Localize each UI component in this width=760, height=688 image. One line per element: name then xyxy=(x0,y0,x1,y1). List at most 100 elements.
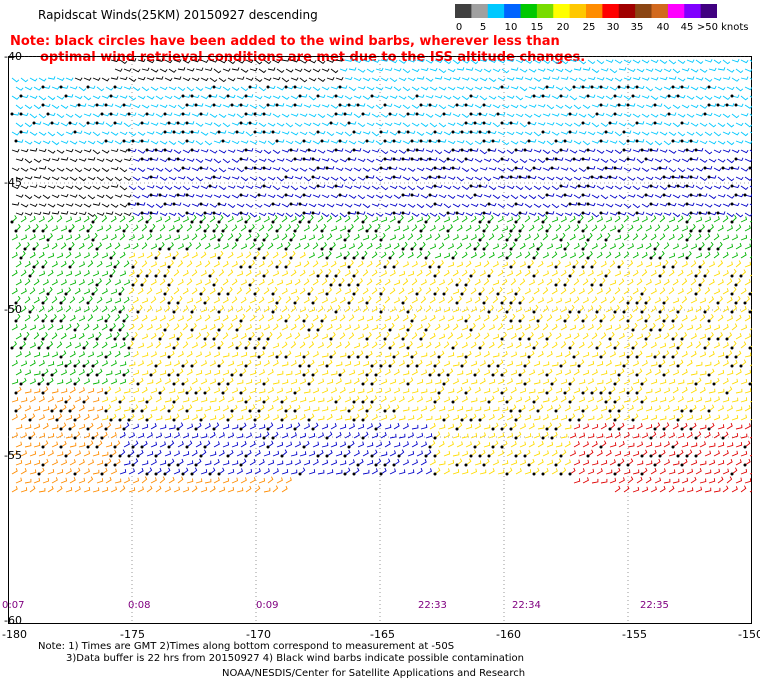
wind-barb xyxy=(609,158,618,164)
wind-barb xyxy=(474,351,482,358)
wind-barb xyxy=(159,460,167,466)
wind-barb xyxy=(533,215,540,223)
wind-barb xyxy=(722,234,730,241)
wind-barb xyxy=(627,157,636,161)
wind-barb xyxy=(470,287,477,295)
wind-barb xyxy=(344,233,350,241)
contamination-circle xyxy=(523,148,527,152)
wind-barb xyxy=(501,460,509,466)
contamination-circle xyxy=(244,454,248,458)
contamination-circle xyxy=(707,175,711,179)
wind-barb xyxy=(731,450,739,457)
wind-barb xyxy=(605,232,611,241)
contamination-circle xyxy=(172,382,176,386)
wind-barb xyxy=(227,216,234,223)
contamination-circle xyxy=(401,211,405,215)
contamination-circle xyxy=(262,382,266,386)
wind-barb xyxy=(42,440,49,448)
wind-barb xyxy=(677,149,686,153)
wind-barb xyxy=(654,442,662,448)
wind-barb xyxy=(74,322,80,331)
wind-barb xyxy=(722,95,731,100)
wind-barb xyxy=(11,379,19,385)
wind-barb xyxy=(231,352,239,358)
wind-barb xyxy=(83,413,90,421)
wind-barb xyxy=(407,167,416,172)
contamination-circle xyxy=(167,445,171,449)
colorbar-swatch xyxy=(700,4,718,18)
wind-barb xyxy=(524,59,533,64)
wind-barb xyxy=(465,242,472,250)
wind-barb xyxy=(155,306,162,313)
contamination-circle xyxy=(487,220,491,224)
contamination-circle xyxy=(536,247,540,251)
wind-barb xyxy=(339,225,347,232)
wind-barb xyxy=(83,77,92,81)
contamination-circle xyxy=(478,184,482,188)
wind-barb xyxy=(699,278,705,286)
contamination-circle xyxy=(68,229,72,233)
wind-barb xyxy=(668,184,677,189)
wind-barb xyxy=(434,59,443,64)
wind-barb xyxy=(744,314,751,322)
wind-barb xyxy=(290,95,299,100)
wind-barb xyxy=(551,306,558,313)
wind-barb xyxy=(749,238,752,241)
wind-barb xyxy=(542,130,551,135)
wind-barb xyxy=(533,166,542,171)
wind-barb xyxy=(740,113,749,117)
wind-barb xyxy=(254,149,263,154)
wind-barb xyxy=(677,233,684,241)
contamination-circle xyxy=(239,265,243,269)
colorbar-swatch xyxy=(504,4,522,18)
wind-barb xyxy=(551,251,558,259)
wind-barb xyxy=(285,296,292,304)
wind-barb xyxy=(366,295,372,304)
wind-barb xyxy=(524,377,531,385)
wind-barb xyxy=(690,193,699,198)
contamination-circle xyxy=(433,400,437,404)
contamination-circle xyxy=(509,301,513,305)
wind-barb xyxy=(159,242,165,250)
wind-barb xyxy=(101,451,109,457)
contamination-circle xyxy=(50,319,54,323)
wind-barb xyxy=(749,185,752,188)
wind-barb xyxy=(20,94,29,99)
wind-barb xyxy=(47,377,54,385)
contamination-circle xyxy=(307,220,311,224)
wind-barb xyxy=(236,216,243,223)
wind-barb xyxy=(677,288,684,295)
note-line-1: Note: black circles have been added to t… xyxy=(10,34,560,49)
wind-barb xyxy=(618,176,627,181)
wind-barb xyxy=(726,140,735,146)
wind-barb xyxy=(591,352,599,358)
wind-barb xyxy=(146,324,153,331)
wind-barb xyxy=(231,224,238,232)
wind-barb xyxy=(596,361,604,367)
wind-barb xyxy=(272,185,281,191)
wind-barb xyxy=(551,431,558,439)
wind-barb xyxy=(47,450,54,457)
wind-barb xyxy=(659,113,668,117)
wind-barb xyxy=(470,341,477,349)
wind-barb xyxy=(452,148,461,153)
wind-barb xyxy=(213,277,219,286)
contamination-circle xyxy=(667,202,671,206)
wind-barb xyxy=(479,203,488,208)
wind-barb xyxy=(114,478,122,484)
wind-barb xyxy=(492,459,499,466)
contamination-circle xyxy=(329,283,333,287)
wind-barb xyxy=(299,397,307,403)
wind-barb xyxy=(483,68,492,73)
contamination-circle xyxy=(122,139,126,143)
wind-barb xyxy=(569,202,578,206)
contamination-circle xyxy=(572,157,576,161)
wind-barb xyxy=(344,58,353,62)
wind-barb xyxy=(537,68,546,72)
wind-barb xyxy=(429,314,436,322)
contamination-circle xyxy=(338,139,342,143)
wind-barb xyxy=(200,59,209,63)
contamination-circle xyxy=(352,418,356,422)
contamination-circle xyxy=(446,229,450,233)
contamination-circle xyxy=(478,346,482,350)
